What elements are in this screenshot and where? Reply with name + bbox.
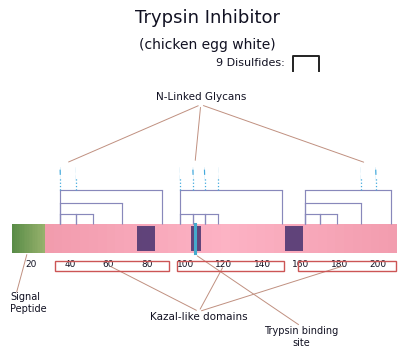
Bar	[45, 224, 54, 253]
Bar	[30, 224, 32, 253]
Bar	[177, 261, 285, 271]
Text: Kazal-like domains: Kazal-like domains	[150, 311, 248, 321]
Bar	[98, 224, 107, 253]
Bar	[37, 224, 38, 253]
Bar	[168, 224, 177, 253]
Bar	[71, 224, 80, 253]
Bar	[107, 224, 115, 253]
Text: (chicken egg white): (chicken egg white)	[139, 38, 276, 52]
Bar	[32, 224, 34, 253]
Bar	[335, 224, 344, 253]
Bar	[327, 224, 335, 253]
Bar	[63, 224, 71, 253]
Bar	[20, 224, 22, 253]
Bar	[291, 224, 300, 253]
Bar	[80, 224, 89, 253]
Bar	[203, 224, 212, 253]
Bar	[186, 224, 195, 253]
Bar	[247, 224, 256, 253]
Text: 160: 160	[292, 260, 310, 269]
Bar	[137, 226, 154, 251]
Bar	[151, 224, 159, 253]
Bar	[142, 224, 151, 253]
Text: Trypsin Inhibitor: Trypsin Inhibitor	[135, 9, 280, 27]
Bar	[89, 224, 98, 253]
Bar	[56, 261, 169, 271]
Bar	[177, 224, 186, 253]
Bar	[283, 224, 291, 253]
Bar	[362, 224, 371, 253]
Text: 180: 180	[331, 260, 348, 269]
Text: 60: 60	[103, 260, 114, 269]
Text: 80: 80	[141, 260, 153, 269]
Bar	[221, 224, 230, 253]
Bar	[24, 224, 25, 253]
Text: 120: 120	[215, 260, 232, 269]
Bar	[298, 261, 396, 271]
Bar	[12, 224, 14, 253]
Bar	[344, 224, 353, 253]
Bar	[43, 224, 45, 253]
Text: 9 Disulfides:: 9 Disulfides:	[215, 58, 284, 68]
Bar	[133, 224, 142, 253]
Bar	[42, 224, 43, 253]
Bar	[15, 224, 17, 253]
Bar	[35, 224, 37, 253]
Bar	[318, 224, 327, 253]
Bar	[115, 224, 124, 253]
Bar	[159, 224, 168, 253]
Bar	[230, 224, 239, 253]
Bar	[274, 224, 283, 253]
Bar	[27, 224, 29, 253]
Text: 40: 40	[64, 260, 76, 269]
Bar	[379, 224, 388, 253]
Bar	[256, 224, 265, 253]
Bar	[14, 224, 15, 253]
Bar	[388, 224, 397, 253]
Bar	[371, 224, 379, 253]
Text: 20: 20	[26, 260, 37, 269]
Bar	[265, 224, 274, 253]
Text: Trypsin binding
site: Trypsin binding site	[264, 326, 338, 348]
Bar	[212, 224, 221, 253]
Bar	[300, 224, 309, 253]
Text: N-Linked Glycans: N-Linked Glycans	[156, 92, 246, 102]
Bar	[353, 224, 362, 253]
Bar	[286, 226, 303, 251]
Bar	[22, 224, 24, 253]
Bar	[195, 224, 203, 253]
Bar	[191, 226, 201, 251]
Bar	[25, 224, 27, 253]
Text: 100: 100	[177, 260, 194, 269]
Text: 140: 140	[254, 260, 271, 269]
Bar	[239, 224, 247, 253]
Bar	[17, 224, 19, 253]
Bar	[124, 224, 133, 253]
Bar	[29, 224, 30, 253]
Bar	[34, 224, 35, 253]
Bar	[54, 224, 63, 253]
Bar	[38, 224, 40, 253]
Text: Signal
Peptide: Signal Peptide	[10, 292, 47, 314]
Bar	[309, 224, 318, 253]
Text: 200: 200	[369, 260, 386, 269]
Bar	[19, 224, 20, 253]
Bar	[40, 224, 42, 253]
